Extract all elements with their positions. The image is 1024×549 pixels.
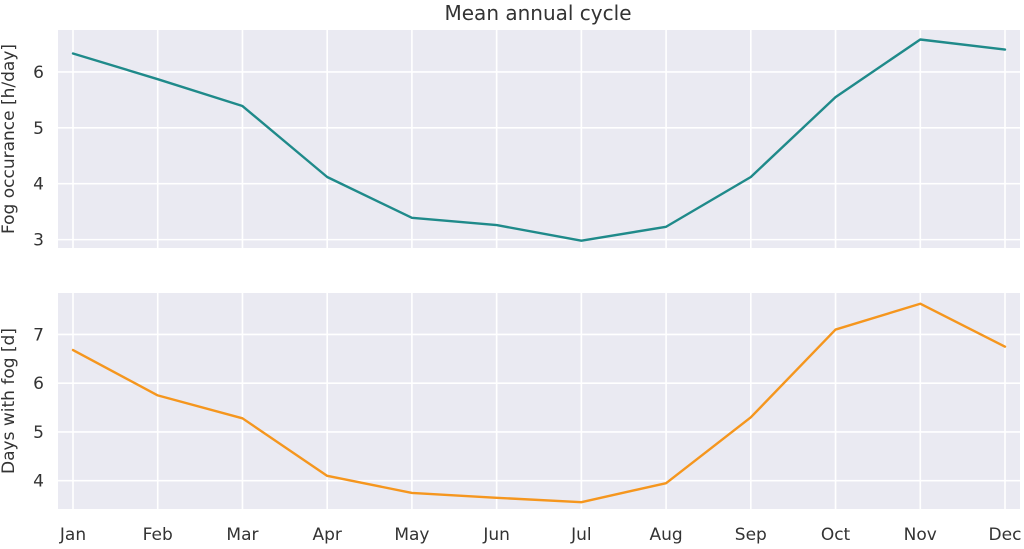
y-tick-label-0-2: 5 [33,119,44,139]
y-tick-label-1-1: 5 [33,423,44,443]
x-tick-label-4: May [394,525,429,545]
panel-fog-occurance: 3 4 5 6 Fog occurance [h/day] [0,30,1020,251]
y-tick-label-0-1: 4 [33,175,44,195]
y-tick-label-1-0: 4 [33,472,44,492]
y-tick-label-0-3: 6 [33,63,44,83]
x-tick-label-3: Apr [312,525,341,545]
series-bottom [71,302,1007,504]
x-tick-label-6: Jul [570,525,592,545]
gridlines-top [58,30,1020,248]
plot-area-top [58,30,1020,248]
y-ticks-bottom: 4 5 6 7 [33,325,44,491]
x-tick-label-9: Oct [821,525,851,545]
x-tick-label-0: Jan [59,525,86,545]
y-tick-label-1-3: 7 [33,325,44,345]
y-axis-label-top: Fog occurance [h/day] [0,44,19,234]
x-tick-label-8: Sep [735,525,767,545]
series-line-1-0 [71,302,1007,504]
x-tick-label-5: Jun [482,525,510,545]
x-ticks: Jan Feb Mar Apr May Jun Jul Aug Sep Oct Nov Dec [59,525,1022,545]
x-tick-label-11: Dec [989,525,1022,545]
chart-title: Mean annual cycle [445,1,632,25]
gridlines-bottom [58,293,1020,509]
panel-days-with-fog: 4 5 6 7 Days with fog [d] [0,293,1020,509]
y-ticks-top: 3 4 5 6 [33,63,44,251]
y-axis-label-bottom: Days with fog [d] [0,328,19,474]
x-tick-label-10: Nov [904,525,937,545]
x-tick-label-7: Aug [649,525,682,545]
x-tick-label-2: Mar [226,525,258,545]
plot-area-bottom [58,293,1020,509]
y-tick-label-1-2: 6 [33,374,44,394]
x-tick-label-1: Feb [143,525,173,545]
series-line-0-0 [71,38,1007,242]
series-top [71,38,1007,242]
y-tick-label-0-0: 3 [33,231,44,251]
